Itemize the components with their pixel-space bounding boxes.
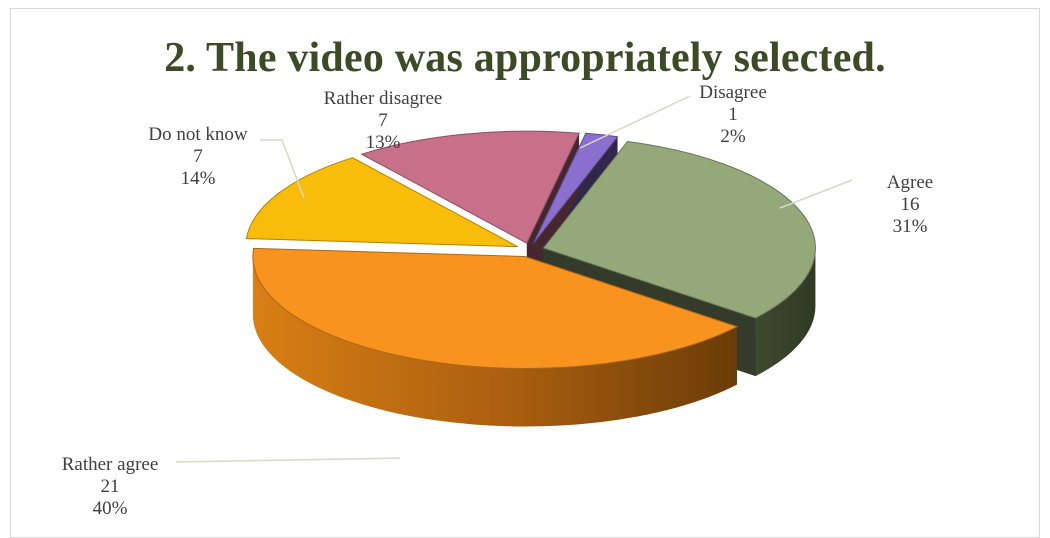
leader-line-disagree [579, 95, 691, 149]
data-label-name-disagree: Disagree [699, 82, 767, 103]
slice-rather-agree [252, 247, 739, 370]
data-label-name-rather-disagree: Rather disagree [324, 88, 443, 109]
data-label-name-agree: Agree [887, 172, 933, 193]
data-label-percent-rather-disagree: 13% [366, 132, 401, 153]
data-label-value-rather-agree: 21 [101, 476, 120, 497]
slice-rather-disagree [360, 130, 580, 244]
data-label-value-agree: 16 [901, 194, 920, 215]
data-label-value-disagree: 1 [728, 104, 738, 125]
data-label-percent-agree: 31% [893, 216, 928, 237]
slice-agree [542, 140, 816, 319]
slice-side-agree [755, 247, 816, 377]
data-label-value-rather-disagree: 7 [378, 110, 388, 131]
data-label-percent-disagree: 2% [720, 126, 746, 147]
data-label-value-do-not-know: 7 [193, 146, 203, 167]
chart-title: 2. The video was appropriately selected. [164, 35, 886, 81]
data-label-percent-rather-agree: 40% [93, 498, 128, 519]
leader-line-agree [779, 179, 853, 209]
data-label-name-do-not-know: Do not know [148, 124, 248, 145]
data-label-percent-do-not-know: 14% [181, 168, 216, 189]
slice-disagree [533, 132, 619, 244]
leader-line-rather-agree [175, 457, 401, 463]
leader-line-do-not-know [260, 139, 305, 199]
slice-side-rather-agree [252, 256, 737, 427]
slice-do-not-know [245, 157, 518, 248]
data-label-name-rather-agree: Rather agree [62, 454, 159, 475]
